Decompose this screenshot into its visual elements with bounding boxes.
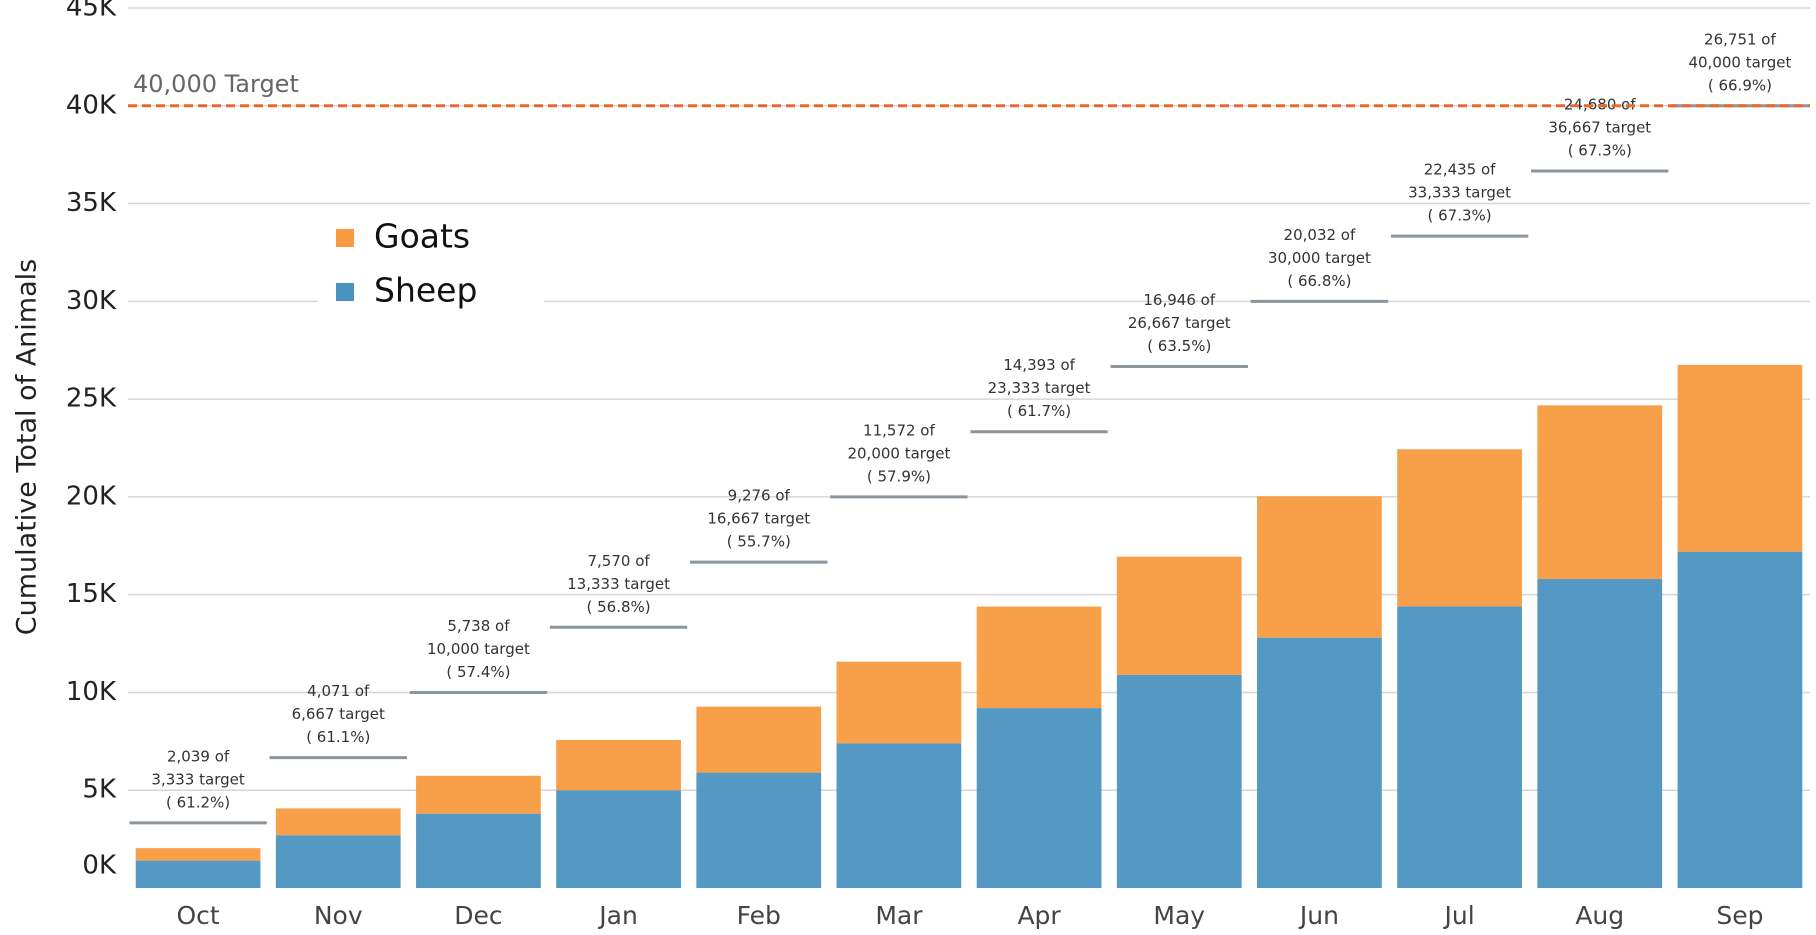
- bar-segment: [1116, 674, 1242, 888]
- x-tick-label: Jul: [1442, 901, 1474, 930]
- annotation: 5,738 of: [447, 617, 510, 635]
- y-tick-label: 45K: [66, 0, 117, 23]
- annotation: ( 57.4%): [446, 663, 510, 681]
- x-tick-label: Mar: [875, 901, 923, 930]
- annotation: ( 66.8%): [1287, 272, 1351, 290]
- annotation: ( 56.8%): [587, 598, 651, 616]
- annotation: 26,751 of: [1704, 30, 1776, 48]
- annotation: ( 63.5%): [1147, 337, 1211, 355]
- annotation: 4,071 of: [307, 682, 370, 700]
- legend-swatch: [336, 283, 354, 301]
- annotation: 11,572 of: [863, 421, 935, 439]
- annotation: 20,000 target: [847, 444, 950, 462]
- x-tick-label: Feb: [737, 901, 781, 930]
- x-tick-label: Aug: [1575, 901, 1624, 930]
- annotation: ( 67.3%): [1428, 207, 1492, 225]
- y-tick-label: 30K: [66, 286, 117, 316]
- annotation: 13,333 target: [567, 575, 670, 593]
- x-tick-label: Apr: [1017, 901, 1061, 930]
- bar-segment: [836, 661, 962, 744]
- y-tick-label: 35K: [66, 188, 117, 218]
- bar-segment: [1257, 637, 1382, 888]
- y-tick-label: 15K: [66, 579, 117, 609]
- annotation: 16,667 target: [707, 510, 810, 528]
- x-tick-label: Dec: [454, 901, 502, 930]
- annotation: 26,667 target: [1128, 314, 1231, 332]
- bar-segment: [976, 606, 1102, 709]
- annotation: ( 61.2%): [166, 793, 230, 811]
- bar-segment: [556, 790, 681, 888]
- annotation: 2,039 of: [167, 747, 230, 765]
- annotation: 20,032 of: [1284, 226, 1356, 244]
- annotation: ( 61.7%): [1007, 402, 1071, 420]
- target-line-label: 40,000 Target: [133, 70, 299, 98]
- legend-label: Sheep: [374, 271, 477, 310]
- bar-segment: [416, 775, 541, 814]
- bar-segment: [275, 808, 401, 836]
- bar-segment: [1537, 579, 1663, 888]
- bar-segment: [135, 848, 261, 861]
- x-tick-label: Jun: [1298, 901, 1339, 930]
- bar-segment: [1537, 405, 1663, 580]
- legend-swatch: [336, 229, 354, 247]
- bar-segment: [1677, 364, 1803, 552]
- y-tick-label: 20K: [66, 481, 117, 511]
- annotation: 40,000 target: [1688, 53, 1791, 71]
- annotation: 16,946 of: [1143, 291, 1215, 309]
- y-tick-label: 10K: [66, 677, 117, 707]
- bar-segment: [696, 772, 822, 888]
- annotation: ( 67.3%): [1568, 141, 1632, 159]
- x-tick-label: Oct: [176, 901, 219, 930]
- x-tick-label: Jan: [597, 901, 638, 930]
- legend-label: Goats: [374, 217, 470, 256]
- y-axis-title: Cumulative Total of Animals: [12, 259, 43, 635]
- annotation: 30,000 target: [1268, 249, 1371, 267]
- x-tick-label: Nov: [314, 901, 363, 930]
- bar-segment: [1397, 449, 1522, 607]
- legend-background: [318, 212, 544, 316]
- annotation: 14,393 of: [1003, 356, 1075, 374]
- y-tick-label: 40K: [66, 90, 117, 120]
- annotation: 6,667 target: [292, 705, 385, 723]
- annotation: ( 55.7%): [727, 533, 791, 551]
- x-tick-label: Sep: [1716, 901, 1763, 930]
- bar-segment: [135, 860, 261, 888]
- bar-segment: [1677, 551, 1803, 888]
- annotation: 23,333 target: [988, 379, 1091, 397]
- bar-segment: [836, 743, 962, 888]
- y-tick-label: 0K: [82, 851, 117, 881]
- bar-segment: [976, 708, 1102, 888]
- y-tick-label: 25K: [66, 384, 117, 414]
- y-tick-label: 5K: [82, 775, 117, 805]
- bar-segment: [1257, 496, 1382, 638]
- bar-segment: [1397, 606, 1522, 888]
- bar-segment: [275, 835, 401, 888]
- x-tick-label: May: [1153, 901, 1205, 930]
- bar-segment: [696, 706, 822, 773]
- annotation: 7,570 of: [587, 552, 650, 570]
- annotation: 9,276 of: [728, 487, 791, 505]
- annotation: 22,435 of: [1424, 161, 1496, 179]
- bar-segment: [1116, 556, 1242, 675]
- annotation: ( 61.1%): [306, 728, 370, 746]
- annotation: ( 57.9%): [867, 467, 931, 485]
- annotation: 10,000 target: [427, 640, 530, 658]
- annotation: 33,333 target: [1408, 184, 1511, 202]
- annotation: ( 66.9%): [1708, 76, 1772, 94]
- bar-segment: [416, 813, 541, 888]
- bar-segment: [556, 739, 681, 791]
- annotation: 36,667 target: [1548, 118, 1651, 136]
- annotation: 3,333 target: [151, 770, 244, 788]
